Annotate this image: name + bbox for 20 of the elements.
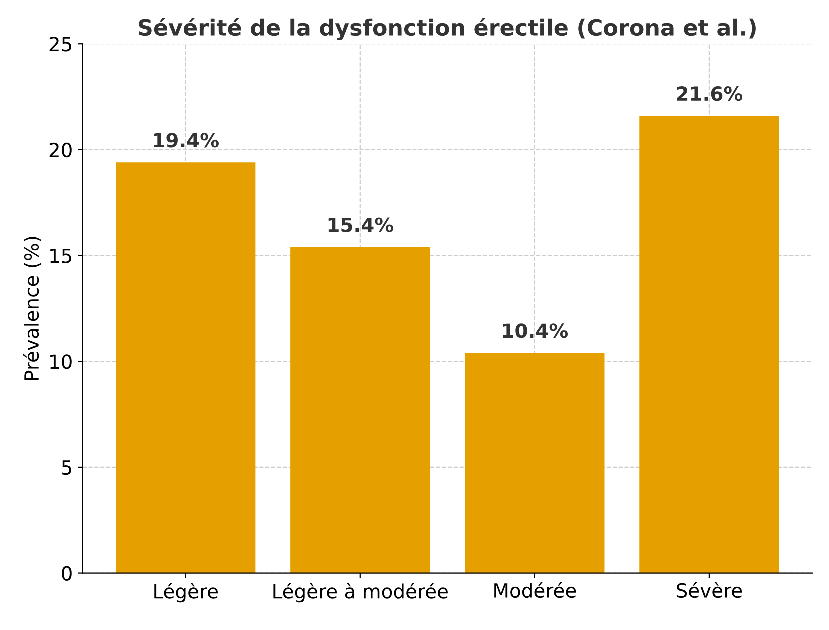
y-tick-label: 20 — [50, 142, 72, 158]
x-tick-label: Modérée — [494, 582, 576, 598]
y-axis-title: Prévalence (%) — [23, 237, 42, 380]
data-label: 10.4% — [503, 324, 568, 338]
x-tick-label: Légère — [154, 583, 218, 603]
bar — [640, 116, 780, 574]
y-tick-label: 5 — [62, 460, 72, 476]
chart-title: Sévérité de la dysfonction érectile (Corona et al.) — [139, 18, 756, 41]
bar — [290, 247, 430, 574]
data-label: 15.4% — [328, 218, 394, 232]
x-tick-label: Sévère — [677, 582, 742, 598]
x-tick-label: Légère à modérée — [274, 583, 448, 603]
y-tick-label: 25 — [50, 37, 72, 52]
bar — [116, 162, 256, 574]
y-tick-label: 0 — [62, 566, 72, 581]
bar — [465, 353, 605, 574]
y-tick-label: 15 — [50, 248, 72, 264]
y-tick-label: 10 — [50, 354, 72, 370]
data-label: 19.4% — [154, 133, 219, 148]
data-label: 21.6% — [677, 86, 743, 102]
